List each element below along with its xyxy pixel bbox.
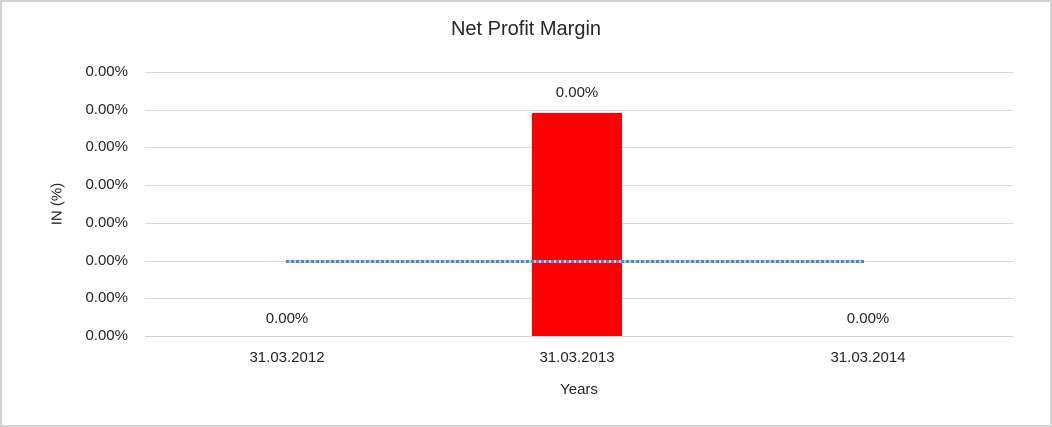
data-label-31-03-2014: 0.00% [846, 310, 890, 327]
gridline [145, 72, 1013, 73]
y-tick-label: 0.00% [85, 327, 128, 344]
x-axis-title: Years [560, 381, 598, 398]
gridline [145, 110, 1013, 111]
y-tick-label: 0.00% [85, 252, 128, 269]
y-tick-label: 0.00% [85, 138, 128, 155]
x-axis-line [145, 336, 1013, 337]
y-tick-label: 0.00% [85, 176, 128, 193]
y-tick-label: 0.00% [85, 214, 128, 231]
y-tick-label: 0.00% [85, 101, 128, 118]
y-tick-label: 0.00% [85, 63, 128, 80]
x-tick-label-31-03-2014: 31.03.2014 [830, 349, 906, 366]
data-label-31-03-2012: 0.00% [265, 310, 309, 327]
x-tick-label-31-03-2013: 31.03.2013 [539, 349, 615, 366]
x-tick-label-31-03-2012: 31.03.2012 [249, 349, 325, 366]
y-tick-label: 0.00% [85, 289, 128, 306]
trendline-dotted [286, 260, 864, 263]
chart-title: Net Profit Margin [450, 18, 602, 40]
data-label-31-03-2013: 0.00% [555, 84, 599, 101]
y-axis-title: IN (%) [48, 182, 66, 226]
bar-31-03-2013 [532, 113, 622, 336]
